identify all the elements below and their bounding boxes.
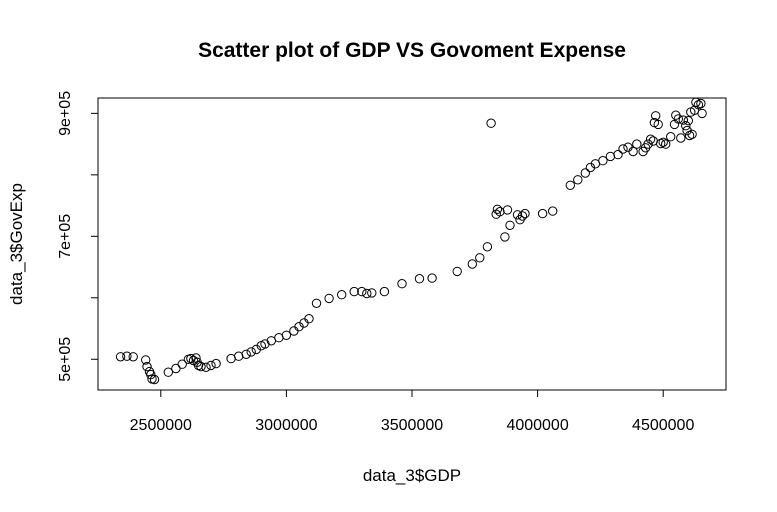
x-tick-label: 4000000 (506, 417, 568, 434)
data-point (177, 359, 187, 369)
data-point (500, 232, 510, 242)
data-point (691, 97, 701, 108)
y-axis: 5e+05 7e+05 9e+05 (57, 91, 99, 382)
data-point (658, 137, 668, 148)
data-point (246, 347, 256, 357)
data-point (141, 355, 151, 365)
data-point (475, 253, 485, 263)
data-point (684, 130, 695, 141)
data-point (565, 180, 575, 191)
y-tick-label: 9e+05 (57, 91, 74, 136)
data-point (618, 144, 628, 154)
data-point (598, 156, 608, 166)
y-axis-label: data_3$GovExp (7, 183, 26, 305)
plot-frame (97, 97, 727, 391)
data-point (142, 361, 152, 372)
data-point (502, 205, 513, 215)
data-point (397, 279, 407, 289)
data-point (427, 273, 437, 283)
data-point (196, 361, 206, 372)
x-axis: 2500000 3000000 3500000 4000000 4500000 (130, 389, 694, 434)
data-point (260, 339, 270, 349)
data-point (693, 100, 704, 110)
data-point (643, 139, 653, 149)
data-point (163, 367, 174, 377)
data-point (673, 114, 683, 124)
data-point (661, 139, 671, 149)
data-point (379, 286, 390, 297)
data-point (115, 352, 126, 362)
data-point (656, 138, 666, 149)
data-point (495, 207, 505, 217)
data-point (337, 290, 347, 300)
data-point (311, 298, 322, 308)
data-point (414, 274, 425, 284)
data-point (281, 330, 292, 340)
x-tick-label: 2500000 (130, 417, 192, 434)
data-points (115, 97, 707, 385)
data-point (666, 132, 676, 142)
data-point (517, 211, 528, 221)
data-point (678, 115, 688, 125)
data-point (149, 374, 160, 385)
data-point (304, 314, 314, 324)
data-point (234, 351, 244, 361)
data-point (605, 151, 616, 162)
y-tick-label: 5e+05 (57, 337, 74, 382)
data-point (206, 360, 216, 371)
data-point (505, 220, 515, 231)
data-point (573, 175, 583, 185)
data-point (623, 142, 633, 152)
data-point (613, 149, 623, 160)
data-point (645, 134, 656, 144)
data-point (452, 266, 462, 277)
data-point (324, 293, 334, 304)
data-point (520, 208, 530, 219)
data-point (211, 358, 221, 369)
data-point (171, 363, 181, 374)
data-point (128, 352, 138, 362)
data-point (357, 286, 367, 297)
data-point (537, 208, 548, 219)
data-point (697, 108, 707, 119)
data-point (628, 146, 638, 157)
data-point (580, 168, 590, 178)
data-point (492, 204, 503, 215)
data-point (653, 119, 663, 130)
data-point (349, 286, 359, 297)
x-axis-label: data_3$GDP (363, 466, 461, 485)
data-point (289, 326, 299, 336)
data-point (486, 118, 496, 128)
data-point (122, 351, 132, 361)
x-tick-label: 3000000 (255, 417, 317, 434)
data-point (696, 98, 706, 109)
data-point (548, 206, 558, 216)
data-point (362, 288, 372, 299)
data-point (681, 121, 691, 131)
chart-title: Scatter plot of GDP VS Govoment Expense (198, 39, 626, 62)
data-point (467, 259, 477, 269)
y-tick-label: 7e+05 (57, 214, 74, 259)
x-tick-label: 3500000 (381, 417, 443, 434)
data-point (632, 139, 642, 149)
data-point (367, 288, 377, 298)
data-point (512, 210, 523, 220)
data-point (676, 133, 686, 143)
data-point (687, 129, 697, 140)
data-point (193, 360, 204, 371)
data-point (241, 349, 251, 359)
x-tick-label: 4500000 (632, 417, 694, 434)
data-point (683, 116, 693, 126)
data-point (201, 362, 211, 372)
data-point (651, 111, 661, 121)
data-point (482, 242, 493, 252)
